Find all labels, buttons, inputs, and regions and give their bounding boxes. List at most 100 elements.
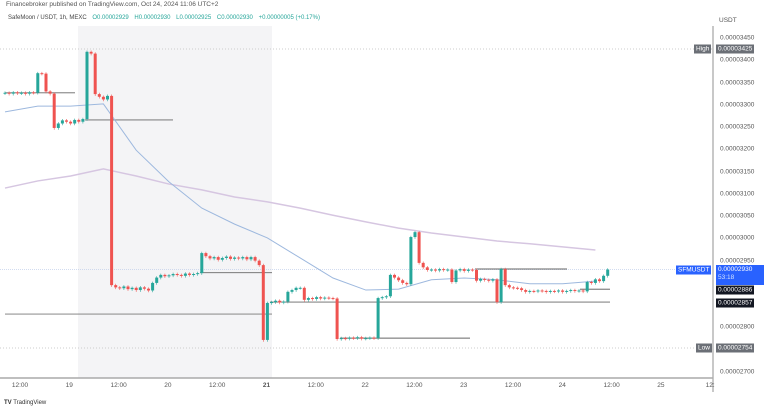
candle-down [69,121,73,124]
candle-down [97,94,101,97]
candle-down [229,256,232,259]
candle-down [544,290,548,292]
candle-down [163,274,167,277]
candle-up [265,302,269,340]
candle-up [294,287,298,291]
level-value-1: 0.00002886 [716,285,755,295]
price-tick: 0.00003250 [720,123,755,131]
price-tick: 0.00003300 [720,101,755,109]
candle-up [274,300,278,303]
candle-up [577,290,581,292]
candle-up [413,232,417,238]
candle-up [380,297,384,299]
candle-up [602,275,606,282]
price-tick: 0.00003450 [720,34,755,42]
candle-up [565,290,569,292]
candle-up [200,253,204,274]
candle-up [60,120,64,124]
candle-up [606,269,610,276]
time-tick: 12:00 [406,382,423,389]
price-tick: 0.00003350 [720,79,755,87]
candle-up [388,274,392,297]
candle-down [24,92,27,94]
ohlc-close: C0.00002930 [216,15,253,21]
candle-down [401,280,405,283]
candle-up [491,279,495,281]
candle-down [147,288,150,291]
candle-down [15,92,19,94]
time-tick: 25 [657,382,665,389]
candle-up [81,119,85,122]
candle-down [40,73,44,75]
candle-up [347,337,351,339]
candle-down [278,300,282,303]
candle-down [495,279,499,303]
time-tick: 12:00 [209,382,226,389]
candle-down [470,269,474,271]
candle-up [376,298,380,339]
candle-up [569,290,573,292]
candle-down [524,290,528,292]
level-value-2: 0.00002857 [716,298,755,308]
candle-up [306,298,310,300]
candle-down [118,287,122,289]
candle-down [7,92,11,94]
candle-up [106,95,109,100]
candle-down [421,262,425,268]
candle-up [536,290,540,292]
candle-down [511,287,515,289]
ohlc-change: +0.00000005 (+0.17%) [258,15,320,21]
candle-down [48,91,52,94]
candle-down [245,257,249,260]
candle-up [286,291,290,302]
candle-down [581,290,585,292]
candle-up [196,273,200,275]
tv-logo-icon: TV [4,400,12,406]
time-tick: 22 [361,382,369,389]
low-label: Low [696,343,712,353]
time-tick: 24 [558,382,566,389]
candle-up [315,297,319,299]
candle-down [302,287,306,300]
high-value: 0.00003425 [716,44,755,54]
candle-up [454,270,458,283]
candle-up [528,290,532,292]
candle-down [142,287,146,289]
candle-down [261,265,265,340]
candle-up [183,273,187,276]
candle-up [167,275,171,277]
candle-down [237,257,241,259]
tradingview-logo[interactable]: TV TradingView [4,400,46,406]
candle-down [101,96,105,100]
candle-down [319,297,323,299]
price-tick: 0.00003400 [720,56,755,64]
candle-up [290,290,294,292]
candle-down [589,282,593,284]
candle-up [499,269,503,303]
candle-down [352,337,355,339]
price-tick: 0.00003100 [720,190,755,198]
symbol-title: SafeMoon / USDT, 1h, MEXC [8,15,87,21]
low-value: 0.00002754 [716,343,755,353]
candle-down [44,73,48,92]
candle-up [155,277,159,283]
candle-down [360,337,364,339]
candle-up [151,282,155,291]
candle-down [540,290,544,292]
candle-up [368,337,372,339]
candle-up [192,274,196,276]
candle-up [73,119,77,124]
ohlc-high: H0.00002930 [134,15,171,21]
price-axis-unit[interactable]: USDT [716,15,763,26]
candle-up [466,269,470,271]
candle-up [220,257,224,260]
session-highlight [78,26,272,378]
candle-down [175,274,179,276]
candle-up [429,269,433,271]
candle-down [52,93,56,128]
candle-up [212,257,216,259]
candle-down [507,285,511,288]
candle-down [503,269,507,286]
time-tick: 12:00 [11,382,29,389]
